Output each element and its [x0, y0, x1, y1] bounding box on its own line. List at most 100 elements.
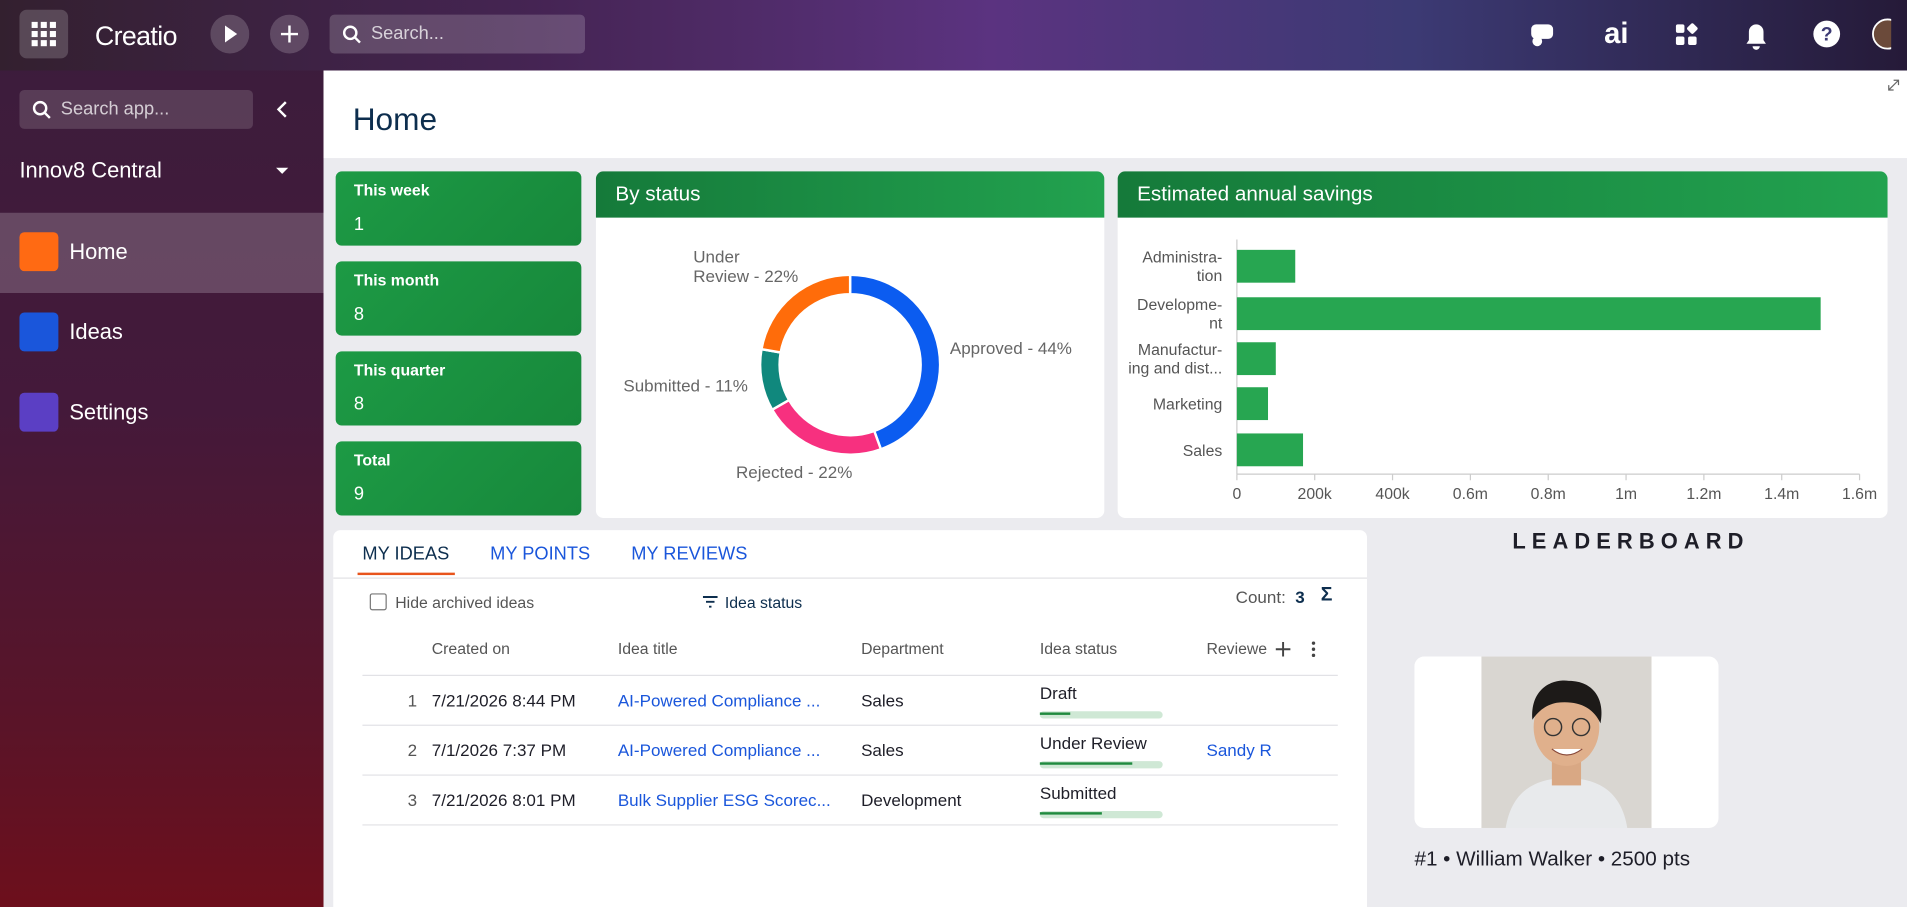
hide-archived-checkbox[interactable] — [369, 593, 387, 611]
y-tick-label: Developme- nt — [1137, 295, 1223, 332]
collapse-button[interactable] — [270, 97, 294, 121]
savings-card — [1117, 171, 1888, 518]
leader-entry: #1 • William Walker • 2500 pts — [1414, 847, 1691, 871]
hide-archived-label[interactable]: Hide archived ideas — [395, 593, 535, 612]
kpi-card — [335, 351, 582, 426]
kpi-label: This quarter — [353, 361, 446, 380]
savings-card-header — [1117, 171, 1888, 218]
run-button[interactable] — [210, 14, 250, 54]
column-header[interactable]: Idea title — [617, 639, 678, 658]
row-divider — [362, 824, 1338, 826]
kpi-card — [335, 261, 582, 336]
cell-title[interactable]: AI-Powered Compliance ... — [617, 690, 821, 711]
cell-status: Draft — [1039, 683, 1077, 703]
column-menu-button[interactable] — [1311, 641, 1316, 658]
y-tick-label: Manufactur- ing and dist... — [1128, 340, 1223, 377]
column-header[interactable]: Department — [861, 639, 944, 658]
column-header[interactable]: Idea status — [1039, 639, 1118, 658]
nav-item[interactable]: Ideas — [69, 319, 123, 345]
filter-button[interactable]: Idea status — [724, 593, 803, 612]
count-value: 3 — [1295, 587, 1305, 607]
tab[interactable]: MY POINTS — [490, 543, 591, 565]
search-placeholder: Search app... — [60, 98, 170, 120]
top-bar — [0, 0, 1907, 71]
slice-label: Submitted - 11% — [623, 375, 748, 396]
tab[interactable]: MY IDEAS — [362, 543, 450, 565]
page-header — [323, 70, 1907, 159]
row-number: 1 — [407, 690, 418, 711]
search-box[interactable]: Search... — [329, 14, 585, 54]
workspace-caret[interactable] — [275, 164, 290, 176]
nav-icon[interactable] — [19, 232, 59, 272]
sidebar-search[interactable]: Search app... — [19, 89, 253, 129]
row-divider — [362, 724, 1338, 726]
cell-department: Sales — [861, 740, 904, 760]
row-number: 3 — [407, 790, 418, 810]
search-icon — [32, 100, 51, 119]
grid-icon — [31, 21, 56, 47]
workspace-name[interactable]: Innov8 Central — [19, 158, 162, 183]
column-header[interactable]: Reviewe — [1206, 639, 1268, 658]
bell-icon[interactable] — [1746, 24, 1766, 50]
tab[interactable]: MY REVIEWS — [631, 543, 748, 565]
active-tab-underline — [357, 572, 455, 576]
status-track — [1039, 761, 1163, 769]
search-icon — [342, 25, 361, 44]
leaderboard-title: LEADERBOARD — [1512, 528, 1750, 554]
cell-created: 7/1/2026 7:37 PM — [431, 740, 567, 760]
row-divider — [362, 674, 1338, 676]
ai-icon[interactable]: ai — [1604, 18, 1628, 50]
cell-department: Development — [861, 790, 962, 810]
kpi-value: 8 — [353, 393, 365, 415]
slice-label: Approved - 44% — [949, 337, 1072, 358]
cell-title[interactable]: Bulk Supplier ESG Scorec... — [617, 790, 831, 810]
cell-reviewer[interactable]: Sandy R — [1206, 740, 1272, 760]
tabs-divider — [333, 577, 1368, 579]
page-title: Home — [352, 100, 438, 138]
kpi-card — [335, 441, 582, 516]
leader-photo — [1481, 656, 1652, 828]
slice-label: Rejected - 22% — [735, 462, 853, 482]
chart-title: Estimated annual savings — [1137, 182, 1373, 206]
avatar[interactable] — [1872, 18, 1892, 50]
cell-title[interactable]: AI-Powered Compliance ... — [617, 740, 821, 760]
row-number: 2 — [407, 740, 418, 760]
column-actions — [1275, 641, 1316, 658]
sum-button[interactable]: Σ — [1320, 584, 1333, 606]
app-menu-button[interactable] — [19, 9, 69, 59]
nav-icon[interactable] — [19, 392, 59, 432]
chat-icon[interactable] — [1531, 24, 1554, 47]
y-tick-label: Sales — [1182, 440, 1223, 459]
ideas-card — [333, 530, 1368, 907]
kpi-value: 9 — [353, 483, 365, 505]
nav-item[interactable]: Settings — [69, 400, 149, 425]
chart-title: By status — [615, 182, 701, 206]
y-tick-label: Marketing — [1152, 394, 1223, 413]
kpi-label: This month — [353, 271, 440, 290]
nav-icon[interactable] — [19, 312, 59, 352]
status-progress — [1039, 762, 1132, 765]
add-button[interactable] — [269, 14, 309, 54]
cell-status: Under Review — [1039, 733, 1147, 753]
cell-status: Submitted — [1039, 782, 1117, 803]
kpi-value: 8 — [353, 303, 365, 325]
expand-icon[interactable] — [1886, 78, 1901, 93]
cell-created: 7/21/2026 8:44 PM — [431, 690, 576, 711]
help-icon[interactable] — [1813, 20, 1841, 48]
app-logo[interactable]: Creatio — [94, 20, 178, 52]
status-progress — [1039, 812, 1102, 815]
column-header[interactable]: Created on — [431, 639, 510, 658]
slice-label: Under Review - 22% — [693, 246, 799, 286]
kpi-card — [335, 171, 582, 246]
kpi-value: 1 — [353, 213, 365, 235]
kpi-label: Total — [353, 451, 391, 470]
search-placeholder: Search... — [370, 23, 444, 44]
nav-item[interactable]: Home — [69, 239, 128, 264]
status-card-header — [595, 171, 1105, 218]
help-glyph: ? — [1821, 23, 1833, 45]
add-column-button[interactable] — [1275, 641, 1291, 657]
y-tick-label: Administra- tion — [1142, 248, 1223, 285]
filter-icon — [702, 595, 718, 608]
apps-icon[interactable] — [1675, 23, 1698, 45]
